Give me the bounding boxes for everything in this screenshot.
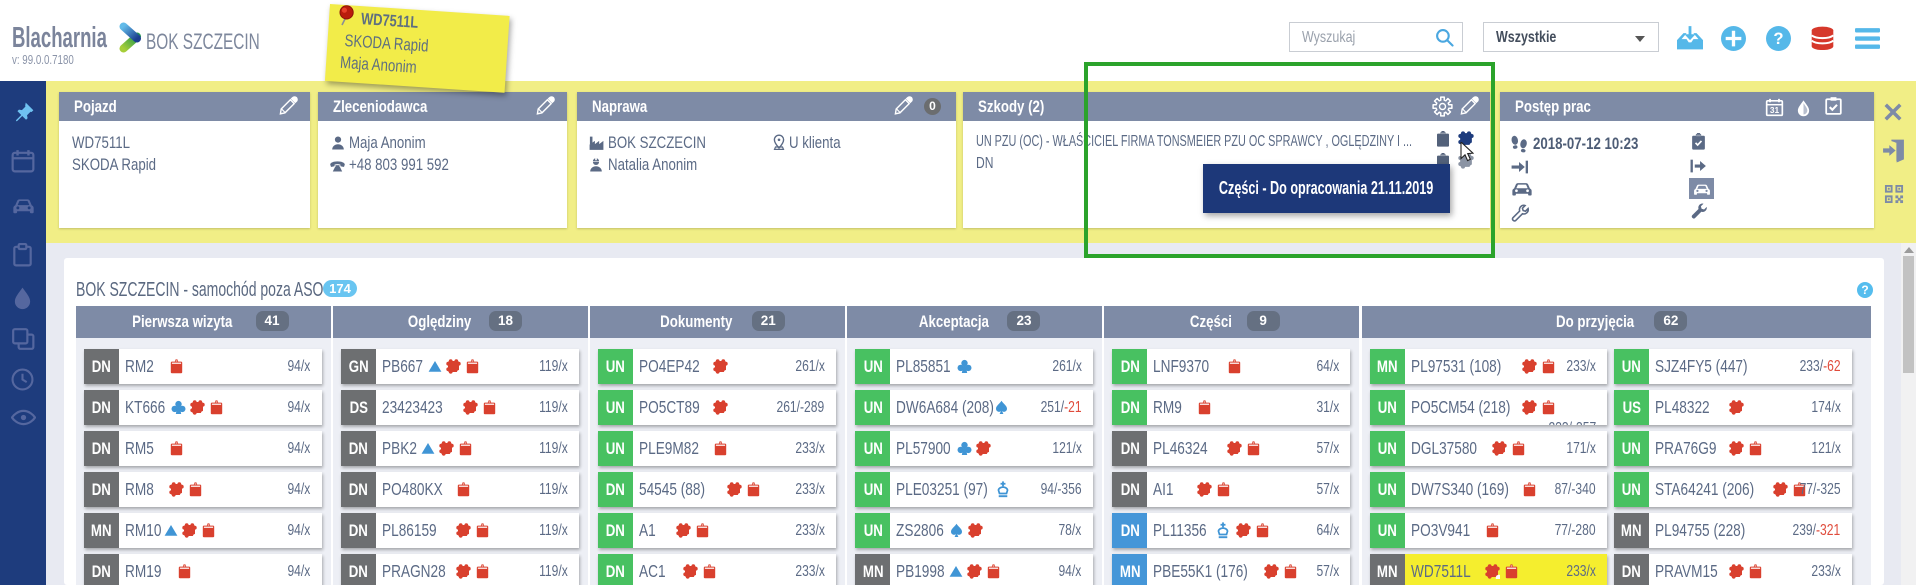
svg-text:31: 31: [1770, 105, 1780, 115]
svg-text:?: ?: [1773, 29, 1783, 48]
